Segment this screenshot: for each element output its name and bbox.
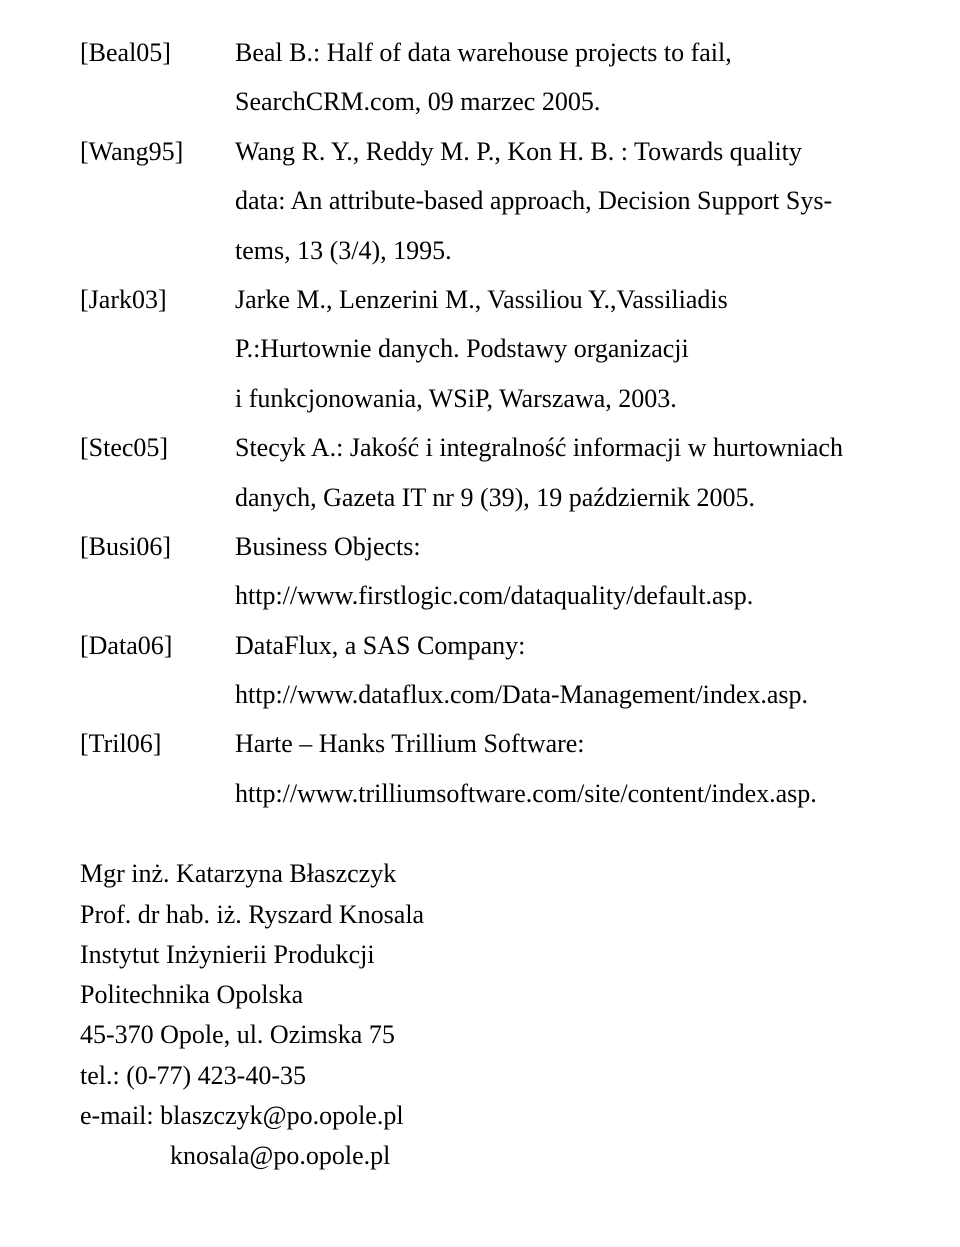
reference-row: [Tril06]Harte – Hanks Trillium Software: bbox=[80, 719, 880, 768]
reference-row: [Wang95]Wang R. Y., Reddy M. P., Kon H. … bbox=[80, 127, 880, 176]
reference-text: Harte – Hanks Trillium Software: bbox=[235, 719, 880, 768]
reference-text: P.:Hurtownie danych. Podstawy organizacj… bbox=[235, 324, 880, 373]
contact-line: Politechnika Opolska bbox=[80, 975, 880, 1015]
references-list: [Beal05]Beal B.: Half of data warehouse … bbox=[80, 28, 880, 818]
contact-line: Instytut Inżynierii Produkcji bbox=[80, 935, 880, 975]
reference-text: Wang R. Y., Reddy M. P., Kon H. B. : Tow… bbox=[235, 127, 880, 176]
contact-block: Mgr inż. Katarzyna Błaszczyk Prof. dr ha… bbox=[80, 854, 880, 1176]
reference-row: P.:Hurtownie danych. Podstawy organizacj… bbox=[80, 324, 880, 373]
reference-key: [Jark03] bbox=[80, 275, 235, 324]
reference-text: http://www.firstlogic.com/dataquality/de… bbox=[235, 571, 880, 620]
contact-line: Mgr inż. Katarzyna Błaszczyk bbox=[80, 854, 880, 894]
reference-row: http://www.dataflux.com/Data-Management/… bbox=[80, 670, 880, 719]
contact-line: e-mail: blaszczyk@po.opole.pl bbox=[80, 1096, 880, 1136]
reference-text: i funkcjonowania, WSiP, Warszawa, 2003. bbox=[235, 374, 880, 423]
reference-row: http://www.firstlogic.com/dataquality/de… bbox=[80, 571, 880, 620]
reference-key: [Data06] bbox=[80, 621, 235, 670]
reference-row: danych, Gazeta IT nr 9 (39), 19 paździer… bbox=[80, 473, 880, 522]
reference-row: [Jark03]Jarke M., Lenzerini M., Vassilio… bbox=[80, 275, 880, 324]
reference-row: [Stec05]Stecyk A.: Jakość i integralność… bbox=[80, 423, 880, 472]
reference-text: Jarke M., Lenzerini M., Vassiliou Y.,Vas… bbox=[235, 275, 880, 324]
reference-text: SearchCRM.com, 09 marzec 2005. bbox=[235, 77, 880, 126]
reference-key: [Beal05] bbox=[80, 28, 235, 77]
reference-text: http://www.dataflux.com/Data-Management/… bbox=[235, 670, 880, 719]
reference-row: [Data06]DataFlux, a SAS Company: bbox=[80, 621, 880, 670]
reference-key: [Wang95] bbox=[80, 127, 235, 176]
reference-text: DataFlux, a SAS Company: bbox=[235, 621, 880, 670]
reference-row: tems, 13 (3/4), 1995. bbox=[80, 226, 880, 275]
contact-line: Prof. dr hab. iż. Ryszard Knosala bbox=[80, 895, 880, 935]
reference-text: Beal B.: Half of data warehouse projects… bbox=[235, 28, 880, 77]
reference-row: http://www.trilliumsoftware.com/site/con… bbox=[80, 769, 880, 818]
reference-row: [Busi06]Business Objects: bbox=[80, 522, 880, 571]
reference-text: data: An attribute-based approach, Decis… bbox=[235, 176, 880, 225]
reference-text: tems, 13 (3/4), 1995. bbox=[235, 226, 880, 275]
reference-text: Stecyk A.: Jakość i integralność informa… bbox=[235, 423, 880, 472]
reference-key: [Busi06] bbox=[80, 522, 235, 571]
reference-text: http://www.trilliumsoftware.com/site/con… bbox=[235, 769, 880, 818]
reference-row: data: An attribute-based approach, Decis… bbox=[80, 176, 880, 225]
reference-text: Business Objects: bbox=[235, 522, 880, 571]
contact-line: 45-370 Opole, ul. Ozimska 75 bbox=[80, 1015, 880, 1055]
reference-row: [Beal05]Beal B.: Half of data warehouse … bbox=[80, 28, 880, 77]
reference-key: [Stec05] bbox=[80, 423, 235, 472]
contact-line: tel.: (0-77) 423-40-35 bbox=[80, 1056, 880, 1096]
reference-text: danych, Gazeta IT nr 9 (39), 19 paździer… bbox=[235, 473, 880, 522]
reference-key: [Tril06] bbox=[80, 719, 235, 768]
reference-row: SearchCRM.com, 09 marzec 2005. bbox=[80, 77, 880, 126]
contact-line: knosala@po.opole.pl bbox=[80, 1136, 880, 1176]
reference-row: i funkcjonowania, WSiP, Warszawa, 2003. bbox=[80, 374, 880, 423]
